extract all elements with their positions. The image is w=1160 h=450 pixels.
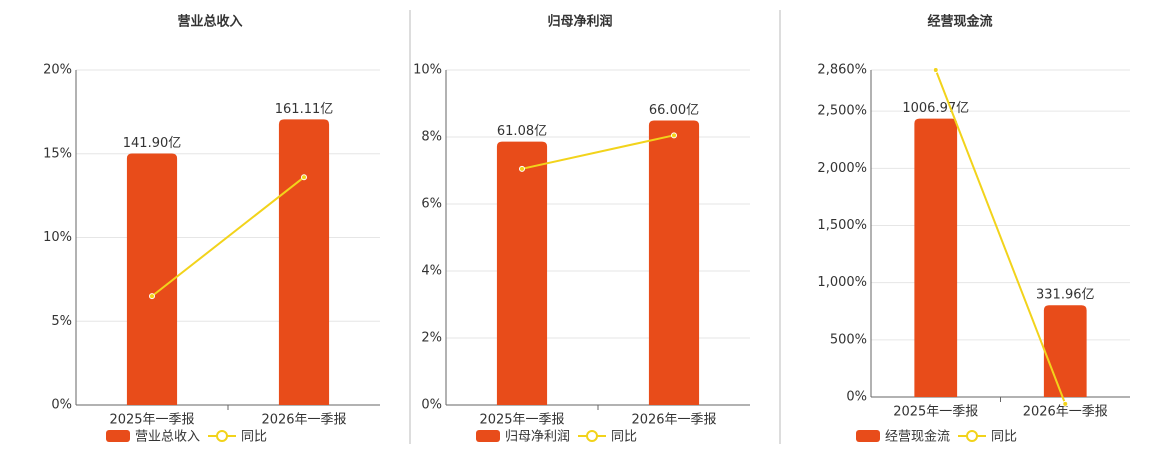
legend-label: 经营现金流 — [885, 429, 950, 445]
bar — [278, 119, 330, 405]
x-tick-label: 2026年一季报 — [261, 413, 346, 428]
chart-title: 归母净利润 — [547, 14, 612, 30]
x-tick-label: 2025年一季报 — [109, 413, 194, 428]
legend-label: 归母净利润 — [505, 430, 570, 445]
y-tick-label: 1,500% — [817, 218, 867, 233]
y-tick-label: 2,860% — [817, 63, 867, 78]
line — [934, 69, 1067, 405]
y-tick-label: 0% — [421, 398, 442, 413]
y-tick-label: 1,000% — [817, 275, 867, 290]
data-label: 331.96亿 — [1036, 288, 1095, 303]
y-tick-label: 0% — [51, 398, 72, 413]
data-label: 66.00亿 — [649, 103, 699, 118]
line-point — [149, 293, 155, 300]
data-label: 161.11亿 — [275, 102, 334, 117]
y-tick-label: 0% — [846, 390, 867, 405]
data-label: 61.08亿 — [497, 124, 547, 139]
legend-label: 同比 — [241, 430, 267, 445]
legend-swatch — [856, 430, 880, 442]
legend-swatch — [476, 430, 500, 442]
y-tick-label: 20% — [43, 63, 72, 78]
line-point — [1062, 400, 1069, 407]
y-tick-label: 8% — [421, 130, 442, 145]
y-tick-label: 10% — [43, 230, 72, 245]
y-tick-label: 5% — [51, 314, 72, 329]
y-tick-label: 2,000% — [817, 161, 867, 176]
y-tick-label: 2,500% — [817, 104, 867, 119]
y-tick-label: 4% — [421, 264, 442, 279]
y-tick-label: 15% — [43, 146, 72, 161]
legend-marker — [216, 430, 228, 442]
y-tick-label: 500% — [830, 332, 867, 347]
line-point — [519, 165, 525, 172]
y-tick-label: 6% — [421, 197, 442, 212]
x-tick-label: 2026年一季报 — [631, 413, 716, 428]
x-tick-label: 2026年一季报 — [1023, 405, 1108, 420]
legend-marker — [586, 430, 598, 442]
line — [151, 176, 305, 297]
line-point — [932, 67, 939, 73]
bar — [496, 141, 548, 405]
legend-label: 同比 — [611, 430, 637, 445]
x-tick-label: 2025年一季报 — [479, 413, 564, 428]
y-tick-label: 10% — [413, 63, 442, 78]
legend-swatch — [106, 430, 130, 442]
bar — [914, 118, 958, 398]
chart-title: 经营现金流 — [927, 14, 992, 30]
data-label: 141.90亿 — [123, 136, 182, 151]
line-point — [671, 132, 677, 139]
legend-marker — [966, 430, 978, 442]
data-label: 1006.97亿 — [902, 101, 969, 116]
line-point — [301, 174, 307, 181]
y-tick-label: 2% — [421, 331, 442, 346]
legend-label: 营业总收入 — [135, 430, 200, 445]
bar — [1043, 305, 1087, 397]
line — [521, 134, 675, 170]
legend-label: 同比 — [991, 430, 1017, 445]
bar — [648, 120, 700, 405]
x-tick-label: 2025年一季报 — [893, 405, 978, 420]
bar — [126, 153, 178, 405]
chart-title: 营业总收入 — [177, 14, 242, 30]
